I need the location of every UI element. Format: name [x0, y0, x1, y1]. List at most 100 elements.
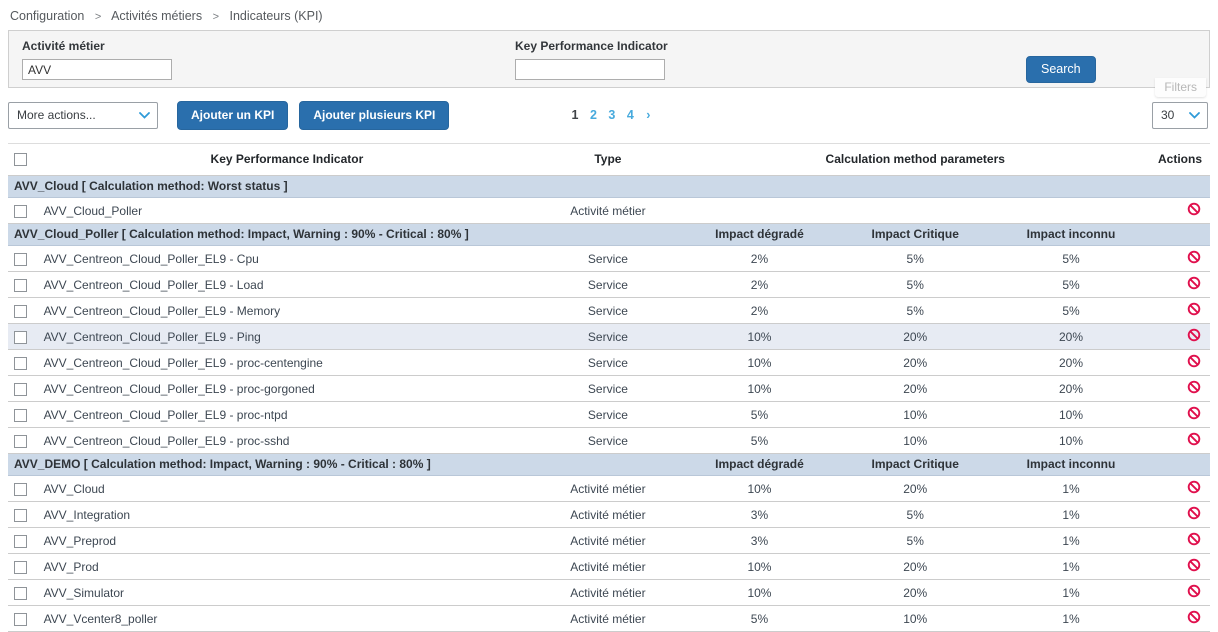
- no-entry-icon[interactable]: [1187, 584, 1201, 598]
- impact-value: [993, 197, 1149, 225]
- row-checkbox[interactable]: [14, 382, 27, 396]
- add-kpi-button[interactable]: Ajouter un KPI: [177, 100, 289, 130]
- kpi-name: AVV_Cloud_Poller: [39, 197, 535, 225]
- impact-value: 1%: [993, 527, 1149, 555]
- impact-value: 5%: [837, 501, 994, 529]
- impact-value: 2%: [681, 297, 838, 325]
- row-checkbox[interactable]: [14, 356, 27, 370]
- breadcrumb-configuration[interactable]: Configuration: [10, 9, 85, 23]
- more-actions-select-wrap: More actions...: [8, 101, 158, 129]
- no-entry-icon[interactable]: [1187, 506, 1201, 520]
- no-entry-icon[interactable]: [1187, 480, 1201, 494]
- no-entry-icon[interactable]: [1187, 406, 1201, 420]
- more-actions-select[interactable]: More actions...: [8, 101, 158, 129]
- impact-value: 10%: [681, 579, 838, 607]
- group-title: AVV_Cloud_Poller [ Calculation method: I…: [8, 223, 682, 247]
- row-checkbox[interactable]: [14, 560, 27, 574]
- impact-value: [837, 197, 994, 225]
- kpi-row: AVV_Prod Activité métier 10% 20% 1%: [8, 553, 1210, 581]
- kpi-table-body: AVV_Cloud [ Calculation method: Worst st…: [8, 175, 1210, 632]
- row-checkbox[interactable]: [14, 586, 27, 600]
- impact-value: 20%: [837, 579, 994, 607]
- kpi-row: AVV_Centreon_Cloud_Poller_EL9 - Ping Serv…: [8, 323, 1210, 351]
- group-actions-spacer: [1148, 223, 1210, 247]
- header-actions: Actions: [1148, 143, 1210, 177]
- page-3[interactable]: 3: [608, 108, 616, 122]
- select-all-checkbox[interactable]: [14, 153, 27, 167]
- filters-tab[interactable]: Filters: [1155, 78, 1206, 97]
- impact-value: 10%: [837, 427, 994, 455]
- no-entry-icon[interactable]: [1187, 328, 1201, 342]
- kpi-type: Service: [534, 375, 682, 403]
- page-size-select[interactable]: 30: [1152, 101, 1208, 129]
- row-checkbox[interactable]: [14, 508, 27, 522]
- kpi-name: AVV_Centreon_Cloud_Poller_EL9 - proc-ssh…: [39, 427, 535, 455]
- filter-panel: Activité métier Key Performance Indicato…: [8, 30, 1210, 97]
- impact-value: 10%: [681, 475, 838, 503]
- no-entry-icon[interactable]: [1187, 276, 1201, 290]
- add-multiple-kpi-button[interactable]: Ajouter plusieurs KPI: [299, 100, 450, 130]
- kpi-table: Key Performance Indicator Type Calculati…: [8, 143, 1210, 632]
- impact-value: 1%: [993, 579, 1149, 607]
- no-entry-icon[interactable]: [1187, 250, 1201, 264]
- breadcrumb-separator: >: [94, 11, 102, 23]
- kpi-name: AVV_Centreon_Cloud_Poller_EL9 - Cpu: [39, 245, 535, 273]
- no-entry-icon[interactable]: [1187, 202, 1201, 216]
- breadcrumb-activites-metiers[interactable]: Activités métiers: [111, 9, 203, 23]
- kpi-name: AVV_Prod: [39, 553, 535, 581]
- impact-column-label: Impact dégradé: [681, 223, 838, 247]
- group-header-row: AVV_DEMO [ Calculation method: Impact, W…: [8, 453, 1210, 477]
- row-checkbox[interactable]: [14, 534, 27, 548]
- row-checkbox[interactable]: [14, 612, 27, 626]
- impact-value: 10%: [681, 375, 838, 403]
- impact-value: 20%: [837, 553, 994, 581]
- no-entry-icon[interactable]: [1187, 302, 1201, 316]
- header-type: Type: [534, 143, 682, 177]
- page-4[interactable]: 4: [626, 108, 634, 122]
- table-header-row: Key Performance Indicator Type Calculati…: [8, 143, 1210, 177]
- pagination: 1 2 3 4 ›: [8, 108, 1210, 122]
- kpi-filter-input[interactable]: [515, 59, 665, 80]
- kpi-row: AVV_Vcenter8_poller Activité métier 5% 10% 1…: [8, 605, 1210, 632]
- impact-value: 5%: [993, 271, 1149, 299]
- row-checkbox[interactable]: [14, 204, 27, 218]
- no-entry-icon[interactable]: [1187, 610, 1201, 624]
- activity-filter-label: Activité métier: [22, 39, 105, 53]
- no-entry-icon[interactable]: [1187, 532, 1201, 546]
- kpi-type: Service: [534, 401, 682, 429]
- page-2[interactable]: 2: [589, 108, 597, 122]
- kpi-name: AVV_Integration: [39, 501, 535, 529]
- impact-value: 5%: [837, 297, 994, 325]
- impact-value: 10%: [837, 401, 994, 429]
- row-checkbox[interactable]: [14, 330, 27, 344]
- breadcrumb-separator: >: [212, 11, 219, 23]
- page-1[interactable]: 1: [571, 108, 579, 122]
- impact-value: 3%: [681, 527, 838, 555]
- impact-value: 5%: [837, 271, 994, 299]
- row-checkbox[interactable]: [14, 304, 27, 318]
- row-checkbox[interactable]: [14, 408, 27, 422]
- search-button[interactable]: Search: [1026, 56, 1096, 83]
- kpi-name: AVV_Centreon_Cloud_Poller_EL9 - proc-gor…: [39, 375, 535, 403]
- row-checkbox[interactable]: [14, 252, 27, 266]
- breadcrumb-indicateurs-kpi[interactable]: Indicateurs (KPI): [229, 9, 323, 23]
- impact-value: [681, 197, 838, 225]
- page-size-select-wrap: 30: [1152, 101, 1208, 129]
- activity-filter-input[interactable]: [22, 59, 172, 80]
- no-entry-icon[interactable]: [1187, 558, 1201, 572]
- no-entry-icon[interactable]: [1187, 380, 1201, 394]
- impact-column-label: Impact Critique: [837, 453, 994, 477]
- kpi-row: AVV_Centreon_Cloud_Poller_EL9 - Cpu Servi…: [8, 245, 1210, 273]
- kpi-name: AVV_Vcenter8_poller: [39, 605, 535, 632]
- impact-column-label: Impact inconnu: [993, 453, 1149, 477]
- row-checkbox[interactable]: [14, 278, 27, 292]
- row-checkbox[interactable]: [14, 434, 27, 448]
- impact-value: 10%: [993, 427, 1149, 455]
- impact-value: 5%: [681, 401, 838, 429]
- next-page-arrow[interactable]: ›: [646, 108, 651, 122]
- row-checkbox[interactable]: [14, 482, 27, 496]
- impact-value: 20%: [993, 349, 1149, 377]
- no-entry-icon[interactable]: [1187, 354, 1201, 368]
- no-entry-icon[interactable]: [1187, 432, 1201, 446]
- impact-value: 20%: [993, 375, 1149, 403]
